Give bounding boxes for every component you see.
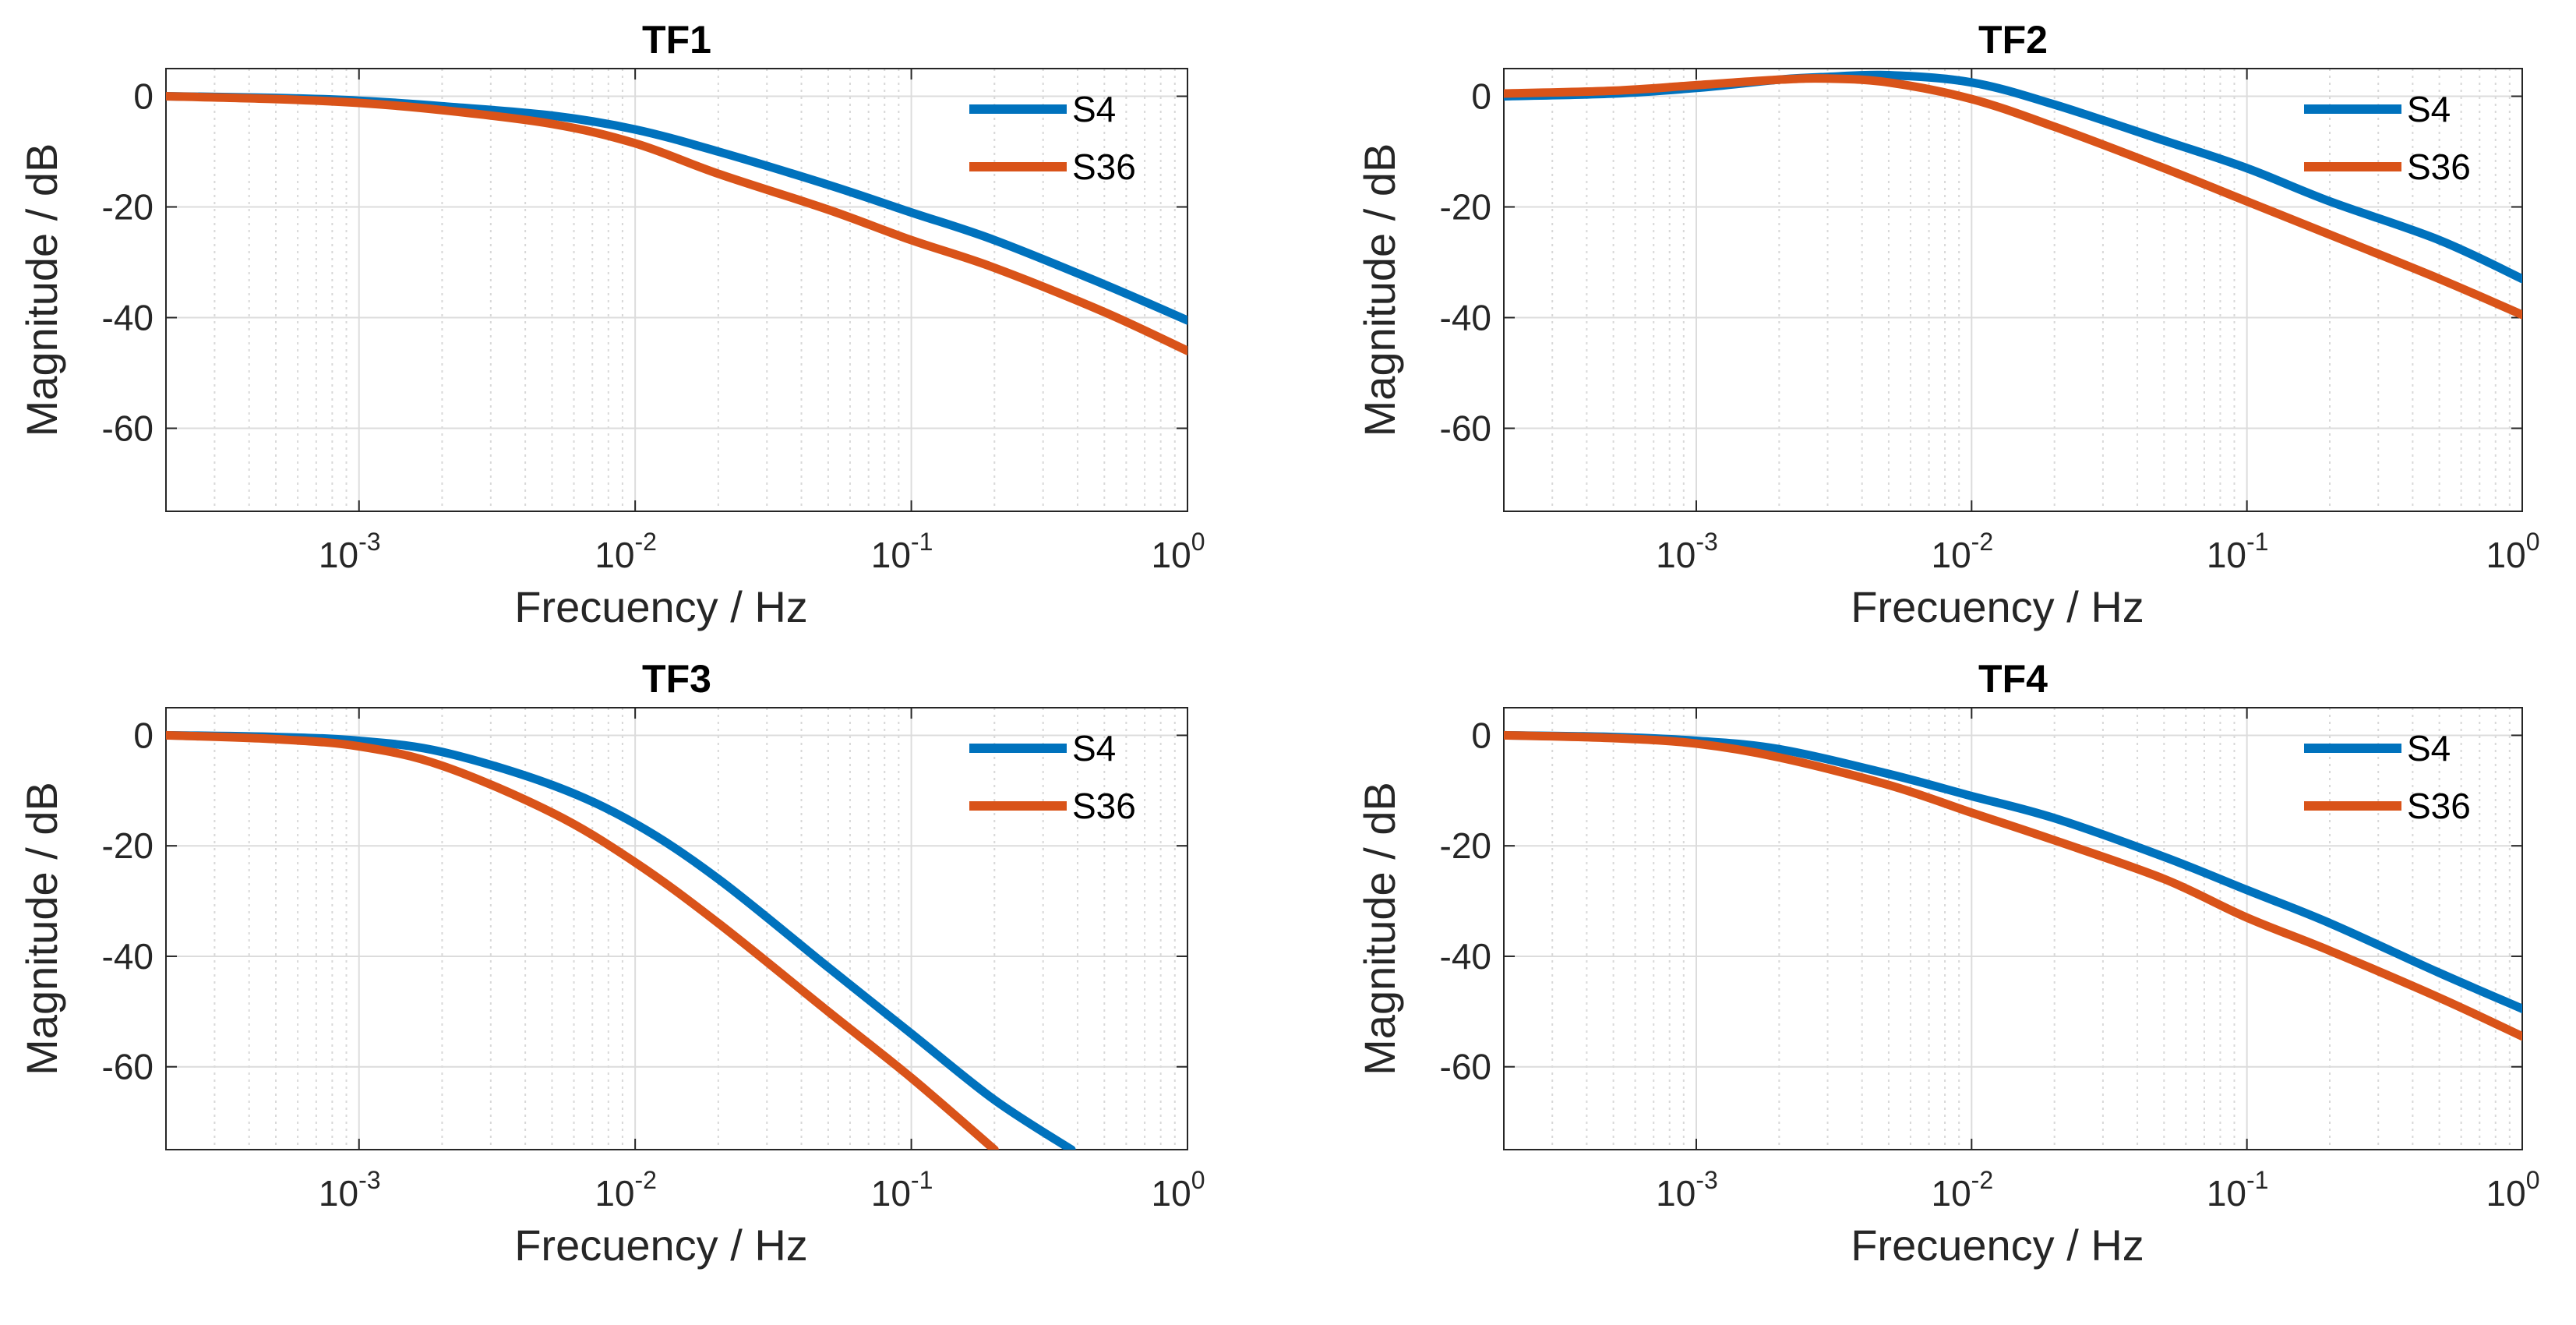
y-tick-label: 0 [1471, 76, 1491, 117]
legend-label-s4: S4 [1072, 728, 1116, 768]
y-tick-label: -20 [102, 187, 154, 228]
plot-area [1504, 708, 2522, 1150]
plot-area [166, 708, 1187, 1150]
y-axis-label: Magnitude / dB [17, 782, 66, 1076]
axes-box [1503, 707, 2523, 1150]
y-tick-label: -60 [1440, 1047, 1491, 1087]
x-axis-label: Frecuency / Hz [1851, 582, 2144, 631]
y-axis-label: Magnitude / dB [1355, 782, 1404, 1076]
y-tick-label: -40 [102, 936, 154, 977]
subplot-2: 0 -20 -40 -60 10-3 10-2 10-1 100 TF2 Frecuency / … [1355, 18, 2539, 631]
x-tick-label: 100 [2486, 1166, 2540, 1214]
series-line-s36 [1504, 74, 2522, 320]
axes-box [1503, 68, 2523, 512]
chart-title: TF1 [642, 18, 711, 62]
subplot-1: 0 -20 -40 -60 10-3 10-2 10-1 100 TF1 Frecuency / … [17, 18, 1205, 631]
x-tick-label: 100 [1152, 528, 1205, 575]
x-axis-label: Frecuency / Hz [1851, 1221, 2144, 1270]
x-tick-label: 10-1 [871, 528, 933, 575]
chart-title: TF4 [1978, 657, 2048, 701]
x-tick-label: 10-3 [1656, 1166, 1718, 1214]
y-tick-label: -40 [1440, 298, 1491, 338]
legend-label-s36: S36 [1072, 786, 1136, 826]
x-tick-label: 10-2 [1932, 528, 1994, 575]
x-tick-label: 10-2 [595, 528, 657, 575]
y-tick-label: 0 [1471, 715, 1491, 755]
y-axis-label: Magnitude / dB [1355, 143, 1404, 437]
y-tick-label: -40 [1440, 936, 1491, 977]
legend-label-s4: S4 [2407, 728, 2451, 768]
y-tick-label: -20 [1440, 187, 1491, 228]
x-tick-label: 100 [1152, 1166, 1205, 1214]
y-tick-label: 0 [133, 76, 154, 117]
x-axis-label: Frecuency / Hz [514, 1221, 808, 1270]
plot-area [166, 69, 1187, 511]
series-line-s36 [166, 92, 1187, 355]
series-line-s36 [1504, 730, 2522, 1041]
y-tick-label: -40 [102, 298, 154, 338]
legend-label-s36: S36 [2407, 786, 2471, 826]
y-tick-label: -20 [1440, 825, 1491, 866]
axes-box [165, 707, 1188, 1150]
y-tick-label: 0 [133, 715, 154, 755]
subplot-4: 0 -20 -40 -60 10-3 10-2 10-1 100 TF4 Frecuency / … [1355, 657, 2539, 1270]
x-tick-label: 10-1 [2207, 528, 2269, 575]
x-tick-label: 10-3 [1656, 528, 1718, 575]
y-tick-label: -60 [1440, 408, 1491, 449]
axes-box [165, 68, 1188, 512]
x-tick-label: 10-3 [319, 1166, 381, 1214]
x-tick-label: 10-1 [2207, 1166, 2269, 1214]
legend-label-s36: S36 [2407, 147, 2471, 187]
subplot-3: 0 -20 -40 -60 10-3 10-2 10-1 100 TF3 Frecuency / … [17, 657, 1205, 1270]
y-axis-label: Magnitude / dB [17, 143, 66, 437]
legend-label-s36: S36 [1072, 147, 1136, 187]
chart-title: TF2 [1978, 18, 2048, 62]
x-axis-label: Frecuency / Hz [514, 582, 808, 631]
series-line-s4 [166, 730, 1076, 1150]
y-tick-label: -20 [102, 825, 154, 866]
x-tick-label: 10-1 [871, 1166, 933, 1214]
legend-label-s4: S4 [2407, 89, 2451, 129]
x-tick-label: 10-3 [319, 528, 381, 575]
x-tick-label: 10-2 [1932, 1166, 1994, 1214]
plot-area [1504, 69, 2522, 511]
series-line-s36 [166, 730, 999, 1150]
y-tick-label: -60 [102, 1047, 154, 1087]
y-tick-label: -60 [102, 408, 154, 449]
legend-label-s4: S4 [1072, 89, 1116, 129]
x-tick-label: 100 [2486, 528, 2540, 575]
chart-title: TF3 [642, 657, 711, 701]
x-tick-label: 10-2 [595, 1166, 657, 1214]
